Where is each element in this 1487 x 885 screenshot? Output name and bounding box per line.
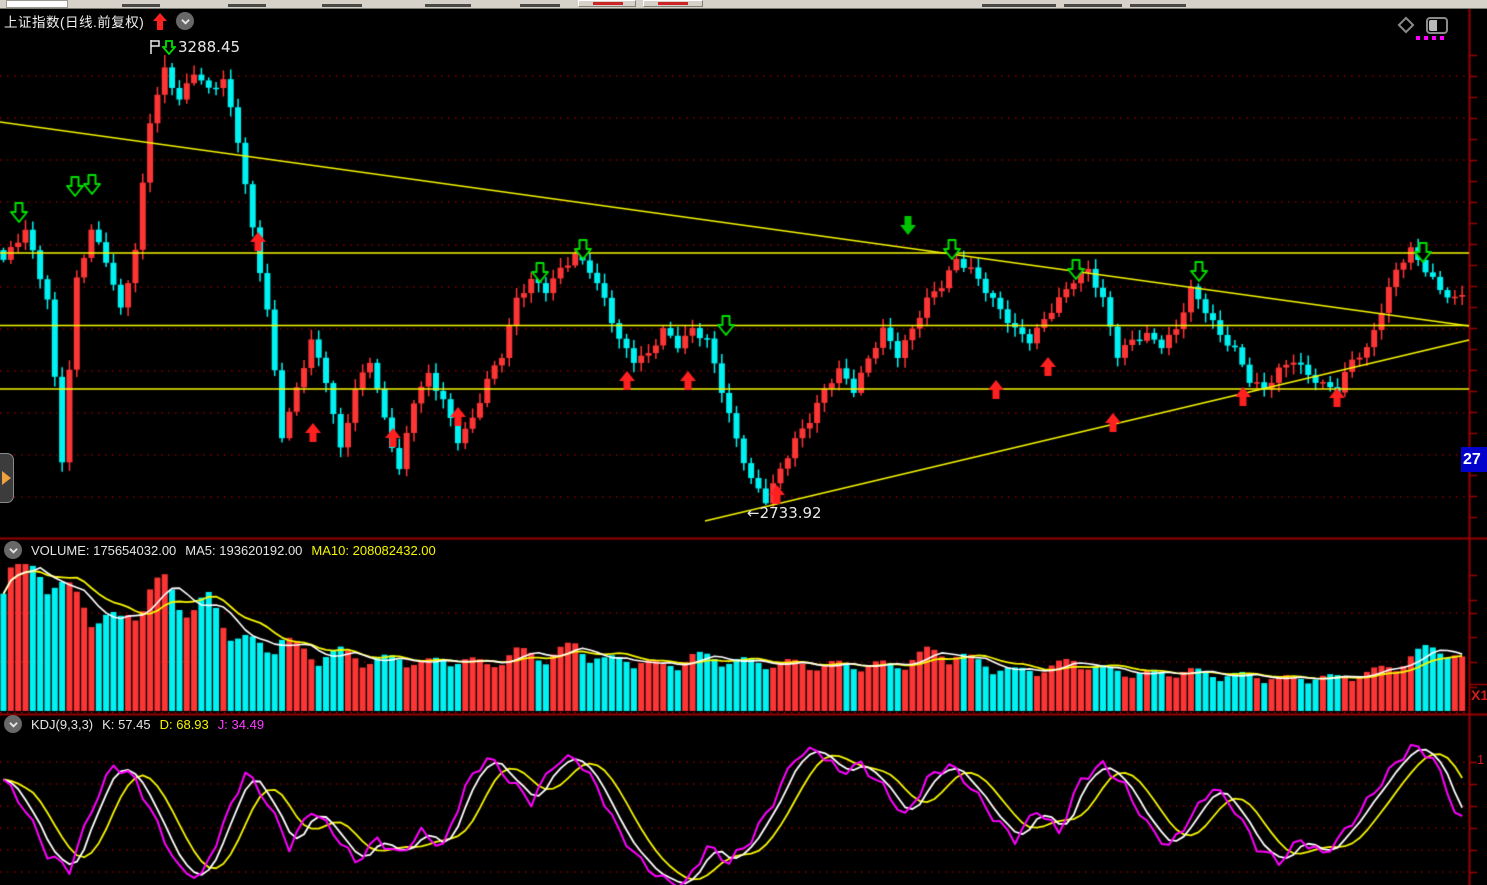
volume-axis-unit-label: X1: [1471, 687, 1487, 703]
menu-item-stub[interactable]: [1064, 4, 1122, 7]
kdj-pane-header: KDJ(9,3,3) K: 57.45 D: 68.93 J: 34.49: [4, 715, 264, 733]
sidebar-expand-tab[interactable]: [0, 453, 14, 503]
menu-item-stub[interactable]: [122, 4, 160, 7]
indicator-dots: [1416, 36, 1444, 40]
collapse-main-button[interactable]: [176, 12, 195, 30]
diamond-icon[interactable]: [1396, 15, 1416, 35]
kdj-d-value: D: 68.93: [159, 716, 209, 732]
volume-ma10-label: MA10: 208082432.00: [311, 542, 436, 558]
chevron-down-icon: [181, 18, 190, 25]
toolbar-button-red-2[interactable]: [643, 0, 703, 7]
peak-annotation: 3288.45: [150, 38, 240, 56]
toolbar-button-red-1[interactable]: [578, 0, 636, 7]
title-up-arrow-icon[interactable]: [153, 12, 168, 30]
left-tab-arrow-icon: [2, 471, 11, 485]
chevron-down-icon: [8, 547, 18, 554]
kdj-j-value: J: 34.49: [217, 716, 265, 732]
main-chart-header: 上证指数(日线.前复权): [4, 11, 195, 31]
menu-item-stub[interactable]: [228, 4, 266, 7]
collapse-volume-button[interactable]: [4, 541, 22, 559]
trough-annotation: ←2733.92: [747, 504, 822, 522]
menu-item-stub[interactable]: [1130, 4, 1186, 7]
chart-title: 上证指数(日线.前复权): [4, 15, 145, 30]
sell-signal-arrow-icon: [162, 39, 176, 55]
kdj-title: KDJ(9,3,3): [31, 716, 94, 732]
chart-window-controls: [1396, 15, 1448, 35]
kdj-k-value: K: 57.45: [102, 716, 151, 732]
volume-pane-header: VOLUME: 175654032.00 MA5: 193620192.00 M…: [4, 541, 436, 559]
menu-logo-stub: [6, 0, 68, 8]
menu-bar-stub: [0, 0, 1487, 9]
volume-label: VOLUME: 175654032.00: [31, 542, 177, 558]
menu-item-stub[interactable]: [982, 4, 1056, 7]
trough-price-label: ←2733.92: [747, 504, 822, 522]
split-window-icon[interactable]: [1426, 16, 1448, 34]
collapse-kdj-button[interactable]: [4, 715, 22, 733]
peak-price-label: 3288.45: [178, 38, 241, 56]
chevron-down-icon: [8, 721, 18, 728]
volume-ma5-label: MA5: 193620192.00: [185, 542, 303, 558]
menu-item-stub[interactable]: [322, 4, 362, 7]
menu-item-stub[interactable]: [520, 4, 560, 7]
price-level-badge: 27: [1461, 447, 1487, 472]
flag-icon: [150, 40, 160, 54]
menu-item-stub[interactable]: [425, 4, 471, 7]
kdj-axis-label: 1: [1477, 752, 1485, 767]
